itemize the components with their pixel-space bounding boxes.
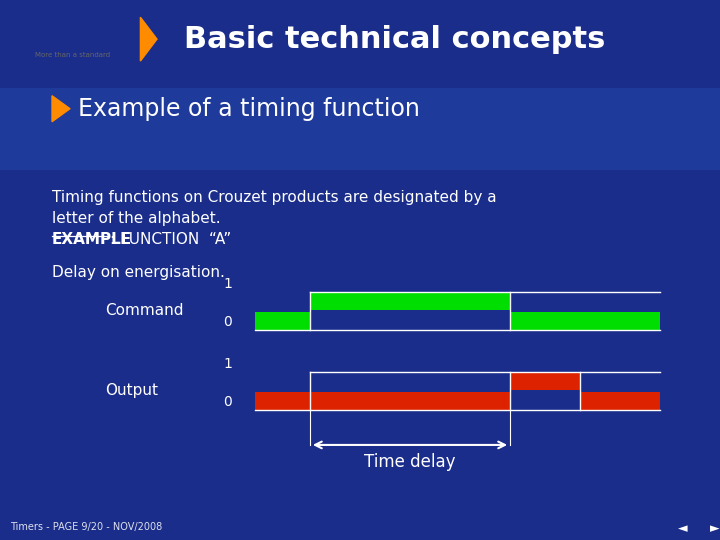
Text: 0: 0 (223, 395, 232, 409)
Text: Example of a timing function: Example of a timing function (78, 97, 420, 121)
Text: 0: 0 (223, 315, 232, 329)
Text: Time delay: Time delay (364, 453, 456, 471)
Text: Basic technical concepts: Basic technical concepts (184, 25, 605, 53)
Text: Timing functions on Crouzet products are designated by a
letter of the alphabet.: Timing functions on Crouzet products are… (52, 190, 497, 226)
Text: Delay on energisation.: Delay on energisation. (52, 265, 225, 280)
FancyBboxPatch shape (0, 87, 720, 170)
Text: 1: 1 (223, 277, 232, 291)
Text: ◄: ◄ (678, 522, 688, 535)
Bar (310, 292, 510, 310)
Bar (580, 392, 660, 410)
Polygon shape (52, 96, 70, 122)
Text: More than a standard: More than a standard (35, 52, 110, 58)
Text: Command: Command (105, 303, 184, 319)
Text: Crouzet: Crouzet (39, 24, 106, 39)
Text: Output: Output (105, 383, 158, 399)
Text: 1: 1 (223, 357, 232, 371)
Bar (255, 392, 510, 410)
Bar (510, 372, 580, 390)
Text: ►: ► (710, 522, 719, 535)
Text: : FUNCTION  “A”: : FUNCTION “A” (110, 232, 231, 247)
Text: EXAMPLE: EXAMPLE (52, 232, 132, 247)
Bar (510, 312, 660, 330)
Bar (255, 312, 310, 330)
Polygon shape (140, 17, 157, 61)
Text: Timers - PAGE 9/20 - NOV/2008: Timers - PAGE 9/20 - NOV/2008 (10, 522, 162, 532)
